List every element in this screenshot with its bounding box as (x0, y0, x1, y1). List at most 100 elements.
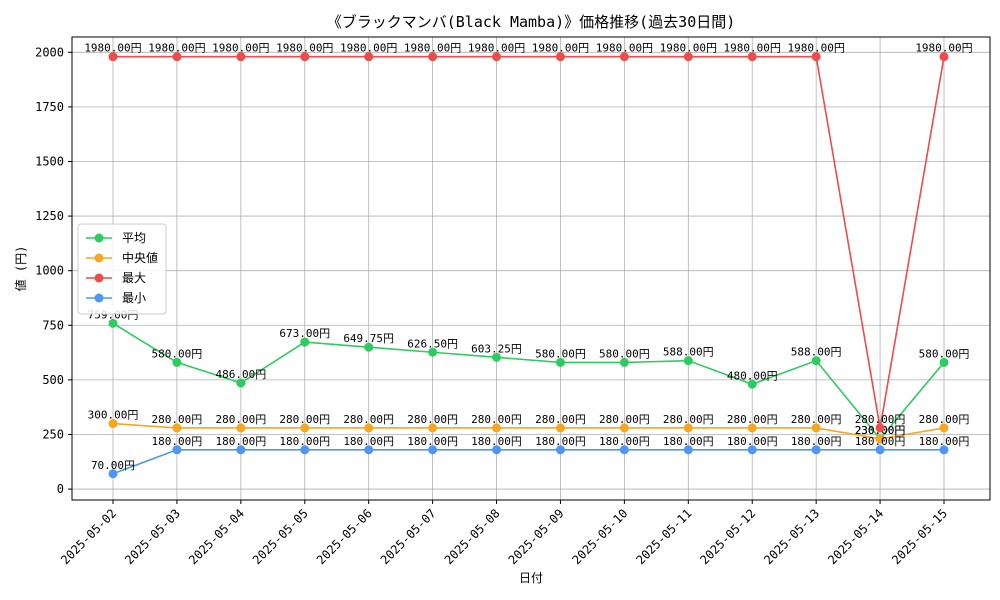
data-label: 180.00円 (152, 435, 203, 448)
legend-box (77, 223, 167, 315)
data-point (172, 357, 182, 367)
data-label: 1980.00円 (724, 42, 781, 55)
data-label: 180.00円 (919, 435, 970, 448)
data-label: 580.00円 (599, 347, 650, 360)
data-label: 1980.00円 (596, 42, 653, 55)
data-point (811, 52, 821, 62)
data-label: 580.00円 (152, 347, 203, 360)
data-point (939, 445, 949, 455)
data-point (172, 423, 182, 433)
legend-marker (94, 233, 104, 243)
data-point (236, 52, 246, 62)
data-label: 1980.00円 (276, 42, 333, 55)
series-line (112, 448, 944, 475)
data-point (939, 423, 949, 433)
data-point (555, 52, 565, 62)
data-label: 180.00円 (215, 435, 266, 448)
legend-label: 最小 (122, 291, 146, 305)
data-point (492, 445, 502, 455)
data-point (875, 423, 885, 433)
data-point (939, 52, 949, 62)
data-point (236, 378, 246, 388)
x-tick-label: 2025-05-13 (761, 506, 822, 567)
data-point (875, 434, 885, 444)
data-point (811, 445, 821, 455)
data-point (619, 445, 629, 455)
legend-marker (94, 253, 104, 263)
x-tick-label: 2025-05-14 (825, 506, 886, 567)
x-tick-label: 2025-05-11 (633, 506, 694, 567)
data-point (875, 445, 885, 455)
data-point (747, 52, 757, 62)
data-label: 588.00円 (663, 346, 714, 359)
y-tick-label: 1000 (35, 264, 64, 278)
data-point (172, 445, 182, 455)
data-label: 180.00円 (855, 435, 906, 448)
data-point (811, 423, 821, 433)
y-tick-label: 2000 (35, 45, 64, 59)
data-label: 280.00円 (471, 413, 522, 426)
data-point (492, 52, 502, 62)
data-point (300, 445, 310, 455)
data-label: 580.00円 (535, 347, 586, 360)
data-label: 180.00円 (727, 435, 778, 448)
data-label: 180.00円 (663, 435, 714, 448)
y-tick-label: 750 (42, 318, 64, 332)
data-point (364, 52, 374, 62)
data-label: 673.00円 (279, 327, 330, 340)
data-label: 603.25円 (471, 342, 522, 355)
data-label: 180.00円 (407, 435, 458, 448)
data-label: 180.00円 (791, 435, 842, 448)
data-point (683, 356, 693, 366)
data-label: 1980.00円 (787, 42, 844, 55)
data-point (939, 357, 949, 367)
data-label: 280.00円 (535, 413, 586, 426)
data-point (683, 423, 693, 433)
data-label: 1980.00円 (148, 42, 205, 55)
data-label: 180.00円 (599, 435, 650, 448)
data-label: 180.00円 (535, 435, 586, 448)
data-point (364, 445, 374, 455)
x-axis-title: 日付 (519, 571, 543, 585)
data-label: 649.75円 (343, 332, 394, 345)
data-label: 588.00円 (791, 346, 842, 359)
x-tick-label: 2025-05-08 (442, 506, 503, 567)
data-point (619, 52, 629, 62)
data-label: 1980.00円 (340, 42, 397, 55)
data-label: 1980.00円 (915, 42, 972, 55)
legend-marker (94, 293, 104, 303)
data-point (619, 423, 629, 433)
y-tick-label: 500 (42, 373, 64, 387)
x-tick-label: 2025-05-03 (122, 506, 183, 567)
data-point (108, 318, 118, 328)
data-point (683, 445, 693, 455)
data-point (555, 423, 565, 433)
data-point (492, 423, 502, 433)
data-label: 486.00円 (215, 368, 266, 381)
data-label: 280.00円 (599, 413, 650, 426)
data-point (236, 445, 246, 455)
data-point (747, 445, 757, 455)
data-point (619, 357, 629, 367)
data-label: 280.00円 (919, 413, 970, 426)
data-label: 280.00円 (343, 413, 394, 426)
data-point (555, 357, 565, 367)
data-label: 280.00円 (152, 413, 203, 426)
y-tick-label: 1750 (35, 100, 64, 114)
data-label: 626.50円 (407, 337, 458, 350)
data-label: 280.00円 (279, 413, 330, 426)
data-label: 480.00円 (727, 369, 778, 382)
y-tick-label: 250 (42, 427, 64, 441)
x-tick-label: 2025-05-09 (506, 506, 567, 567)
data-label: 1980.00円 (84, 42, 141, 55)
data-label: 1980.00円 (660, 42, 717, 55)
legend-label: 最大 (122, 271, 146, 285)
data-label: 280.00円 (407, 413, 458, 426)
legend-label: 平均 (122, 231, 146, 245)
data-label: 180.00円 (279, 435, 330, 448)
data-point (428, 423, 438, 433)
data-label: 580.00円 (919, 347, 970, 360)
data-point (300, 423, 310, 433)
